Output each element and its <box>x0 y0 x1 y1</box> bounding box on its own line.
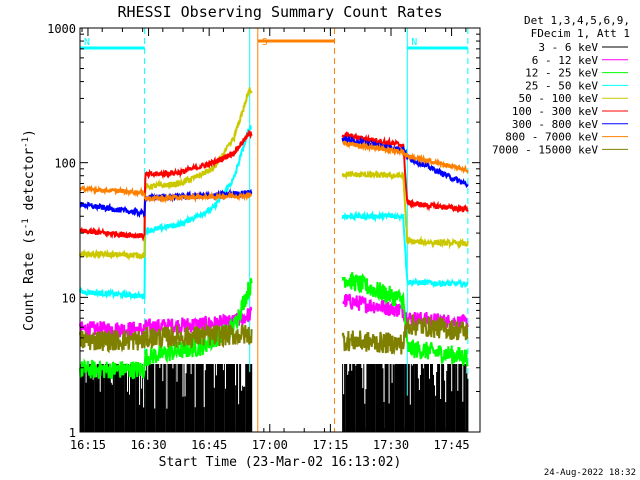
series-50-100-keV-kev <box>79 87 469 262</box>
series-trace <box>341 272 469 368</box>
flag-label: N <box>84 37 90 48</box>
series-trace <box>341 169 469 250</box>
series-trace <box>341 210 469 289</box>
legend: Det 1,3,4,5,6,9, FDecim 1, Att 1 3 - 6 k… <box>492 14 630 156</box>
y-axis-label-main: Count Rate (s <box>22 229 37 331</box>
y-tick-label: 1 <box>69 426 76 440</box>
legend-label: 3 - 6 keV <box>538 41 598 54</box>
series-trace <box>79 188 253 219</box>
series-800-7000-keV-kev <box>79 139 469 204</box>
x-tick-label: 17:30 <box>373 438 409 452</box>
y-tick-label: 100 <box>54 157 76 171</box>
x-tick-label: 17:00 <box>252 438 288 452</box>
legend-label: 300 - 800 keV <box>512 118 598 131</box>
x-axis-label: Start Time (23-Mar-02 16:13:02) <box>159 455 402 470</box>
legend-label: 25 - 50 keV <box>525 79 598 92</box>
x-tick-label: 17:45 <box>434 438 470 452</box>
footer-timestamp: 24-Aug-2022 18:32 <box>544 468 636 478</box>
x-axis-ticks: 16:15 16:30 16:45 17:00 17:15 17:30 17:45 <box>70 28 470 452</box>
series-trace <box>79 129 253 242</box>
legend-label: 6 - 12 keV <box>532 54 599 67</box>
legend-header-line-1: Det 1,3,4,5,6,9, <box>524 14 630 27</box>
x-tick-label: 16:45 <box>191 438 227 452</box>
y-axis-label-end: ) <box>22 129 37 137</box>
chart-title: RHESSI Observing Summary Count Rates <box>117 3 442 21</box>
series-trace <box>342 364 469 432</box>
series-trace <box>79 184 253 204</box>
series-trace <box>79 322 253 354</box>
flag-label: N <box>411 37 417 48</box>
legend-label: 100 - 300 keV <box>512 105 598 118</box>
y-axis-label-sup-2: -1 <box>21 137 31 148</box>
y-axis-label-mid: detector <box>22 148 37 219</box>
y-tick-label: 10 <box>62 291 76 305</box>
series-trace <box>341 130 469 214</box>
series-trace <box>342 139 469 174</box>
x-tick-label: 17:15 <box>312 438 348 452</box>
legend-label: 800 - 7000 keV <box>505 131 598 144</box>
y-tick-label: 1000 <box>47 22 76 36</box>
legend-label: 50 - 100 keV <box>519 92 599 105</box>
y-axis-ticks: 1 10 100 1000 <box>47 22 480 440</box>
series-trace <box>79 364 253 432</box>
series-trace <box>341 314 469 356</box>
y-axis-label-sup-1: -1 <box>21 218 31 229</box>
legend-label: 7000 - 15000 keV <box>492 143 598 156</box>
legend-header-line-2: FDecim 1, Att 1 <box>531 27 630 40</box>
flag-label: S <box>262 37 268 48</box>
plot-frame <box>79 27 481 433</box>
y-axis-label: Count Rate (s-1 detector-1) <box>21 129 37 331</box>
x-tick-label: 16:30 <box>131 438 167 452</box>
data-series <box>79 87 469 432</box>
legend-label: 12 - 25 keV <box>525 67 598 80</box>
x-tick-label: 16:15 <box>70 438 106 452</box>
series-7000-15000-keV-kev <box>79 314 469 356</box>
series-100-300-keV-kev <box>79 129 469 242</box>
